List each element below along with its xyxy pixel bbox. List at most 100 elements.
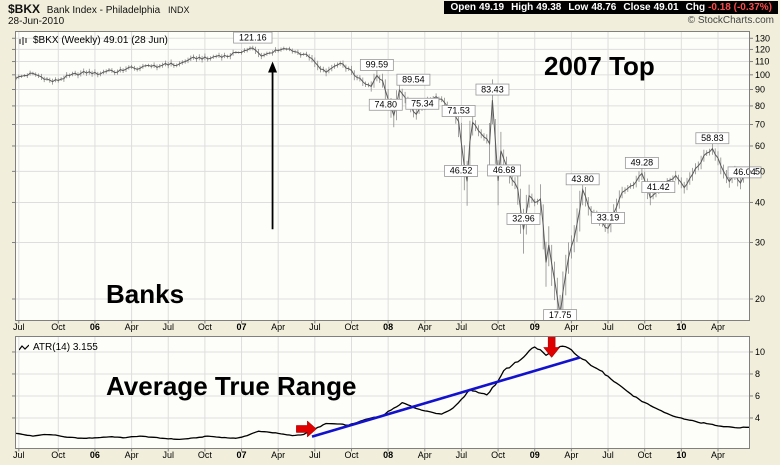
annotation-banks: Banks xyxy=(106,279,185,309)
quote-low: Low 48.76 xyxy=(568,2,616,13)
svg-text:71.53: 71.53 xyxy=(447,106,470,116)
open-value: 49.19 xyxy=(479,2,505,13)
svg-text:Apr: Apr xyxy=(564,322,578,332)
svg-text:06: 06 xyxy=(90,450,100,460)
svg-text:Oct: Oct xyxy=(638,322,653,332)
atr-legend: ATR(14) 3.155 xyxy=(19,342,98,353)
panel-border xyxy=(15,336,750,449)
svg-text:Apr: Apr xyxy=(564,450,578,460)
price-label-box xyxy=(405,97,440,110)
chart-date: 28-Jun-2010 xyxy=(8,16,65,27)
svg-text:Jul: Jul xyxy=(309,322,321,332)
svg-text:Apr: Apr xyxy=(271,450,285,460)
svg-text:08: 08 xyxy=(383,322,393,332)
svg-text:Jul: Jul xyxy=(456,322,468,332)
svg-text:75.34: 75.34 xyxy=(411,98,434,108)
svg-text:Oct: Oct xyxy=(638,450,653,460)
chg-value: -0.18 (-0.37%) xyxy=(708,2,772,13)
black-up-arrow xyxy=(268,61,278,230)
annotation-2007-top: 2007 Top xyxy=(544,51,655,81)
svg-text:10: 10 xyxy=(755,347,765,357)
price-panel: 121.16 99.59 89.54 74.80 75.34 71.53 83.43 46.5… xyxy=(12,31,770,332)
svg-text:Jul: Jul xyxy=(309,450,321,460)
price-label-box xyxy=(396,73,431,86)
svg-text:Apr: Apr xyxy=(711,322,725,332)
svg-text:43.80: 43.80 xyxy=(571,174,594,184)
close-value: 49.01 xyxy=(653,2,679,13)
annotation-average-true-range: Average True Range xyxy=(106,371,357,401)
svg-text:Oct: Oct xyxy=(51,322,66,332)
quote-band: Open 49.19 High 49.38 Low 48.76 Close 49.01 … xyxy=(444,1,778,14)
low-value: 48.76 xyxy=(591,2,617,13)
svg-text:08: 08 xyxy=(383,450,393,460)
svg-text:120: 120 xyxy=(755,44,770,54)
svg-text:09: 09 xyxy=(530,322,540,332)
svg-text:10: 10 xyxy=(676,322,686,332)
svg-text:58.83: 58.83 xyxy=(701,133,724,143)
quote-high: High 49.38 xyxy=(511,2,561,13)
svg-text:Apr: Apr xyxy=(271,322,285,332)
price-label-box xyxy=(441,105,476,117)
price-label-box xyxy=(475,83,510,96)
price-label-box xyxy=(591,212,625,224)
svg-text:Oct: Oct xyxy=(491,322,506,332)
svg-text:4: 4 xyxy=(755,413,760,423)
svg-text:Oct: Oct xyxy=(344,322,359,332)
svg-text:Apr: Apr xyxy=(125,450,139,460)
chg-label: Chg xyxy=(685,2,706,13)
price-label-box xyxy=(727,166,762,179)
svg-text:49.28: 49.28 xyxy=(631,158,654,168)
price-label-box xyxy=(487,164,521,177)
x-axis: Jul Oct 06 Apr Jul Oct 07 Apr Jul Oct 08 Apr Jul Oct 0… xyxy=(13,448,725,460)
svg-text:60: 60 xyxy=(755,141,765,151)
index-title: Bank Index - Philadelphia xyxy=(46,5,161,16)
svg-text:07: 07 xyxy=(237,322,247,332)
gridlines xyxy=(16,337,749,448)
blue-trendline xyxy=(311,356,581,438)
svg-text:Jul: Jul xyxy=(602,450,614,460)
exchange-code: INDX xyxy=(168,5,190,15)
svg-text:8: 8 xyxy=(755,369,760,379)
price-label-box xyxy=(506,213,541,225)
svg-text:41.42: 41.42 xyxy=(647,182,670,192)
svg-text:Oct: Oct xyxy=(198,450,213,460)
price-label-box xyxy=(695,132,730,145)
svg-text:Oct: Oct xyxy=(491,450,506,460)
svg-text:Jul: Jul xyxy=(162,450,174,460)
low-label: Low xyxy=(568,2,589,13)
svg-text:32.96: 32.96 xyxy=(512,214,535,224)
close-label: Close xyxy=(623,2,651,13)
svg-text:Jul: Jul xyxy=(602,322,614,332)
quote-close: Close 49.01 xyxy=(623,2,678,13)
svg-text:09: 09 xyxy=(530,450,540,460)
svg-text:Jul: Jul xyxy=(13,450,25,460)
atr-series-icon xyxy=(19,343,29,353)
symbol: $BKX xyxy=(8,2,41,16)
price-label-box xyxy=(444,165,478,177)
svg-text:Apr: Apr xyxy=(418,322,432,332)
svg-text:40: 40 xyxy=(755,197,765,207)
svg-text:07: 07 xyxy=(237,450,247,460)
x-axis: Jul Oct 06 Apr Jul Oct 07 Apr Jul Oct 08 Apr Jul Oct 0… xyxy=(13,320,725,332)
svg-text:100: 100 xyxy=(755,70,770,80)
high-label: High xyxy=(511,2,534,13)
price-series-icon xyxy=(19,36,29,46)
atr-legend-label: ATR(14) 3.155 xyxy=(33,342,98,353)
open-label: Open xyxy=(450,2,477,13)
svg-text:46.68: 46.68 xyxy=(493,165,516,175)
svg-text:Apr: Apr xyxy=(711,450,725,460)
svg-text:Jul: Jul xyxy=(456,450,468,460)
price-label-box xyxy=(359,58,394,71)
svg-text:10: 10 xyxy=(676,450,686,460)
svg-text:Oct: Oct xyxy=(198,322,213,332)
price-label-box xyxy=(233,31,273,44)
svg-text:06: 06 xyxy=(90,322,100,332)
y-axis: 4 6 8 10 xyxy=(12,347,765,423)
svg-text:Jul: Jul xyxy=(13,322,25,332)
price-legend-label: $BKX (Weekly) 49.01 (28 Jun) xyxy=(33,35,168,46)
svg-text:30: 30 xyxy=(755,238,765,248)
red-down-arrow xyxy=(543,336,561,358)
